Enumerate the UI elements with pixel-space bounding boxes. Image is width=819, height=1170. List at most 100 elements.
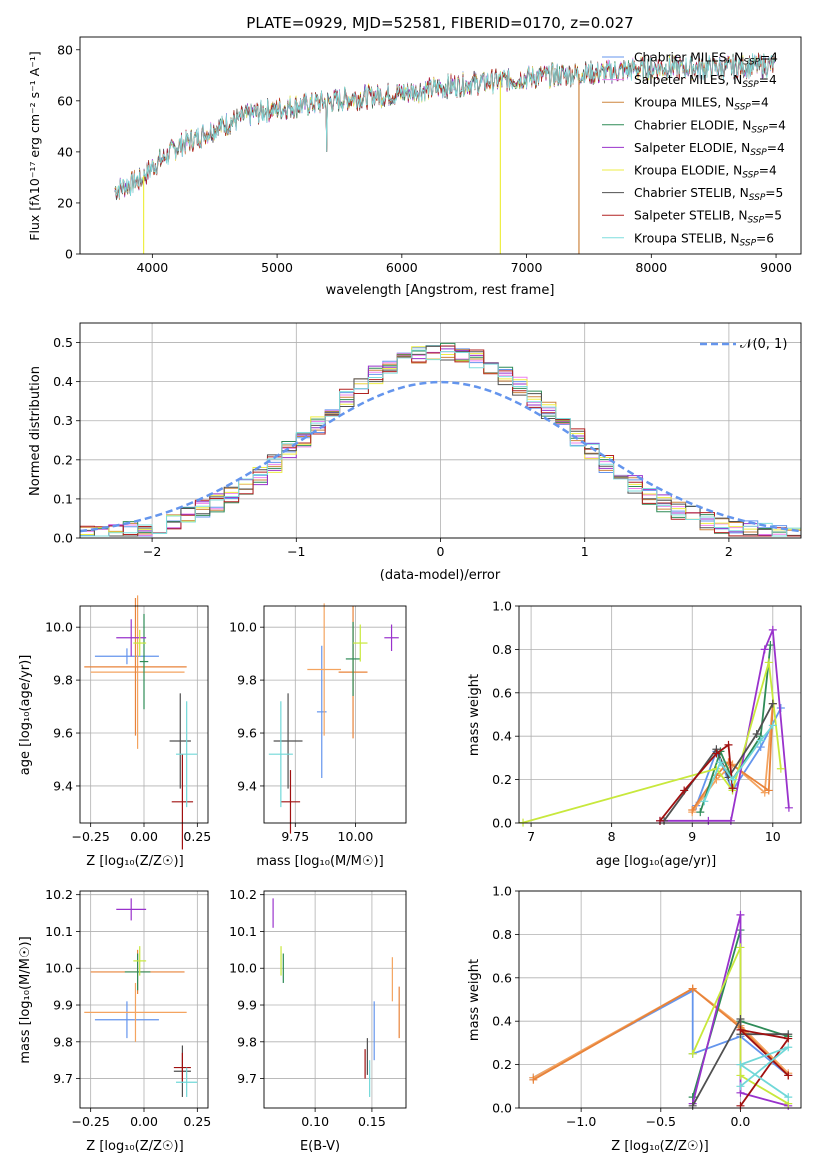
y-tick-label: 9.8 — [53, 673, 73, 688]
y-tick-label: 0.4 — [53, 374, 73, 389]
mass-vs-ebv-panel: 0.10 0.15 9.7 9.8 9.9 10.0 10.1 10.2 — [229, 887, 407, 1129]
x-tick-label: −0.25 — [72, 829, 110, 844]
x-tick-label: 7 — [527, 829, 535, 844]
mass-vs-ebv-xlabel: E(B-V) — [300, 1139, 340, 1154]
age-vs-mass-panel: 9.75 10.00 9.4 9.6 9.8 10.0 — [229, 603, 407, 844]
mass-weight-marker — [688, 1049, 697, 1058]
mass-weight-marker — [736, 1082, 745, 1091]
x-tick-label: −0.5 — [646, 1114, 676, 1129]
x-tick-label: −2 — [143, 544, 161, 559]
histogram-xlabel: (data-model)/error — [380, 568, 501, 583]
axes-frame — [263, 890, 407, 1109]
y-tick-label: 0.0 — [492, 816, 512, 831]
x-tick-label: 8 — [608, 829, 616, 844]
y-tick-label: 0.8 — [492, 927, 512, 942]
axes-frame — [518, 890, 802, 1109]
y-tick-label: 0.0 — [53, 531, 73, 546]
mass-weight-marker — [776, 764, 785, 773]
spectrum-ylabel: Flux [fλ10⁻¹⁷ erg cm⁻² s⁻¹ A⁻¹] — [27, 51, 42, 240]
y-tick-label: 9.6 — [237, 726, 257, 741]
histogram-panel: −2 −1 0 1 2 0.0 0.1 0.2 0.3 0.4 0.5 (data-model)/e… — [28, 322, 802, 583]
spectrum-panel: 4000 5000 6000 7000 8000 9000 0 20 40 60 80 Chabri… — [27, 36, 802, 298]
mass-weight-marker — [766, 641, 775, 650]
mass-weight-marker — [760, 645, 769, 654]
legend-label: Salpeter MILES, NSSP=4 — [634, 73, 777, 90]
y-tick-label: 0.0 — [492, 1101, 512, 1116]
x-tick-label: 0.0 — [731, 1114, 751, 1129]
x-tick-label: 0.10 — [301, 1114, 329, 1129]
mass-weight-marker — [728, 784, 737, 793]
mass-weight-marker — [756, 736, 765, 745]
y-tick-label: 20 — [57, 195, 73, 210]
y-tick-label: 9.7 — [237, 1071, 257, 1086]
legend-label: Chabrier MILES, NSSP=4 — [634, 51, 778, 68]
histogram-legend-label: 𝒩(0, 1) — [740, 337, 787, 352]
y-tick-label: 9.7 — [53, 1071, 73, 1086]
y-tick-label: 0 — [65, 247, 73, 262]
mass-weight-marker — [726, 816, 735, 825]
histogram-plot-area: −2 −1 0 1 2 0.0 0.1 0.2 0.3 0.4 0.5 — [53, 322, 802, 559]
y-tick-label: 60 — [57, 93, 73, 108]
y-tick-label: 0.6 — [492, 685, 512, 700]
axes-frame — [79, 36, 802, 255]
mass-weight-marker — [736, 1025, 745, 1034]
mass-weight-marker — [680, 786, 689, 795]
y-tick-label: 9.8 — [53, 1034, 73, 1049]
mass-weight-marker — [656, 816, 664, 825]
x-tick-label: 0.25 — [183, 1114, 211, 1129]
y-tick-label: 9.8 — [237, 1034, 257, 1049]
x-tick-label: 0.00 — [130, 1114, 158, 1129]
mass-weight-marker — [784, 1093, 793, 1102]
x-tick-label: 8000 — [635, 260, 667, 275]
mass-weight-series-8 — [737, 1028, 790, 1107]
spectrum-xlabel: wavelength [Angstrom, rest frame] — [326, 283, 555, 298]
mass-weight-marker — [529, 1075, 538, 1084]
y-tick-label: 0.4 — [492, 729, 512, 744]
mass-vs-metallicity-panel: −0.25 0.00 0.25 9.7 9.8 9.9 10.0 10.1 10.2 — [45, 887, 211, 1129]
axes-frame — [263, 605, 407, 824]
mass-weight-marker — [784, 1071, 793, 1080]
axes-frame — [79, 890, 209, 1109]
mass-weight-series-6 — [691, 947, 789, 1105]
x-tick-label: 6000 — [386, 260, 418, 275]
y-tick-label: 0.1 — [53, 491, 73, 506]
x-tick-label: 0.00 — [130, 829, 158, 844]
y-tick-label: 9.4 — [53, 778, 73, 793]
legend-label: Chabrier ELODIE, NSSP=4 — [634, 118, 786, 135]
y-tick-label: 0.2 — [492, 772, 512, 787]
y-tick-label: 9.8 — [237, 673, 257, 688]
y-tick-label: 1.0 — [492, 599, 512, 614]
y-tick-label: 10.0 — [229, 961, 257, 976]
mass-vs-z-ylabel: mass [log₁₀(M/M☉)] — [18, 936, 33, 1063]
mass-weight-marker — [688, 984, 697, 993]
x-tick-label: 4000 — [136, 260, 168, 275]
histogram-ylabel: Normed distribution — [28, 366, 43, 496]
y-tick-label: 0.3 — [53, 413, 73, 428]
mass-weight-marker — [764, 658, 773, 667]
mass-weight-marker — [736, 910, 745, 919]
y-tick-label: 0.6 — [492, 970, 512, 985]
mass-weight-marker — [728, 775, 737, 784]
mass-weight-marker — [752, 730, 761, 739]
mass-weight-marker — [704, 816, 713, 825]
mass-weight-marker — [736, 1071, 745, 1080]
mass-vs-z-xlabel: Z [log₁₀(Z/Z☉)] — [86, 1139, 183, 1154]
mass-weight-marker — [688, 1101, 697, 1110]
y-tick-label: 10.0 — [45, 620, 73, 635]
y-tick-label: 10.2 — [45, 887, 73, 902]
mass-weight-marker — [768, 699, 777, 708]
legend-label: Salpeter STELIB, NSSP=5 — [634, 209, 782, 226]
axes-frame — [79, 605, 209, 824]
y-tick-label: 0.4 — [492, 1014, 512, 1029]
mw-vs-z-ylabel: mass weight — [467, 959, 482, 1041]
y-tick-label: 0.8 — [492, 642, 512, 657]
legend-label: Salpeter ELODIE, NSSP=4 — [634, 141, 785, 158]
y-tick-label: 9.4 — [237, 778, 257, 793]
x-tick-label: 0 — [437, 544, 445, 559]
x-tick-label: 9 — [688, 829, 696, 844]
y-tick-label: 10.0 — [45, 961, 73, 976]
x-tick-label: −1 — [287, 544, 305, 559]
x-tick-label: 7000 — [511, 260, 543, 275]
age-vs-z-xlabel: Z [log₁₀(Z/Z☉)] — [86, 854, 183, 869]
